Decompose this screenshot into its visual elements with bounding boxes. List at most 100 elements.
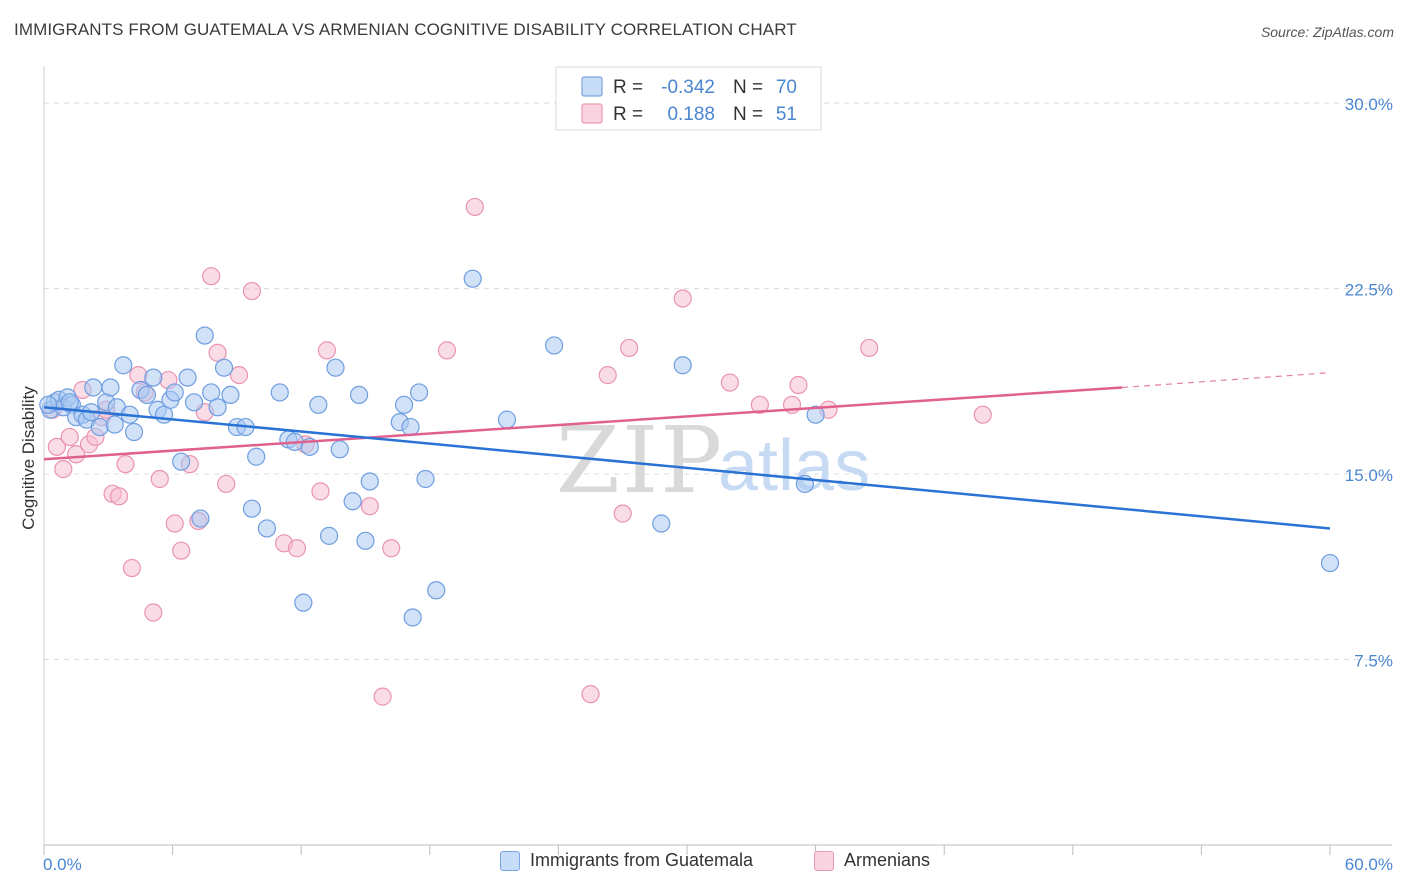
data-point-armenians [122,558,141,578]
data-point-guatemala [214,358,234,377]
data-point-armenians [229,366,249,385]
data-point-guatemala [221,385,240,405]
data-point-guatemala [673,356,692,375]
legend-item-guatemala: Immigrants from Guatemala [500,850,753,871]
data-point-armenians [581,685,600,704]
data-point-guatemala [195,326,214,345]
data-point-guatemala [394,395,414,414]
y-tick-labels: 7.5% 15.0% 22.5% 30.0% [1345,95,1393,670]
data-point-armenians [165,514,184,533]
data-point-guatemala [806,405,825,424]
data-point-guatemala [105,415,124,434]
series-legend: Immigrants from Guatemala Armenians [0,850,1406,878]
data-point-guatemala [349,385,369,405]
data-point-guatemala [124,422,144,442]
data-point-armenians [720,373,739,392]
y-tick-label: 30.0% [1345,95,1393,114]
stats-n-value: 51 [776,104,797,125]
data-point-armenians [613,504,632,523]
data-point-guatemala [165,383,184,402]
data-point-armenians [360,497,379,516]
data-point-armenians [60,427,79,447]
data-point-guatemala [403,608,422,627]
data-point-guatemala [257,519,277,538]
data-point-guatemala [101,378,120,397]
watermark-zip: ZIP [556,407,724,514]
stats-swatch [581,103,603,124]
trend-line-armenians [43,386,1123,461]
data-point-guatemala [401,417,420,437]
y-tick-label: 15.0% [1345,466,1393,485]
data-point-guatemala [178,368,197,387]
data-point-armenians [54,460,73,479]
data-point-guatemala [294,593,313,612]
data-point-armenians [673,289,692,308]
stats-n-label: N = [733,77,763,98]
data-point-armenians [129,366,148,385]
data-point-armenians [789,375,808,395]
data-point-guatemala [247,447,266,466]
data-point-armenians [437,341,457,360]
data-point-guatemala [343,492,362,511]
data-point-guatemala [427,581,446,600]
data-point-armenians [973,405,992,424]
data-point-armenians [860,338,879,358]
stats-n-value: 70 [776,77,797,98]
y-tick-label: 22.5% [1345,281,1393,300]
axes [43,66,1392,855]
data-point-guatemala [184,393,204,412]
legend-item-armenians: Armenians [814,850,930,871]
stats-n-label: N = [733,104,763,125]
data-point-guatemala [208,398,227,417]
data-point-guatemala [409,383,429,402]
data-point-armenians [116,455,135,474]
trend-line-armenians-extension [1122,372,1331,389]
data-point-guatemala [309,395,328,414]
data-point-armenians [202,267,221,286]
data-point-guatemala [137,385,156,405]
data-point-armenians [373,687,392,706]
data-point-guatemala [545,336,564,355]
data-point-guatemala [39,395,58,414]
watermark: ZIP atlas [556,407,870,514]
data-point-guatemala [1320,553,1340,573]
data-point-armenians [150,469,169,489]
trend-line-guatemala [43,406,1331,530]
data-point-armenians [172,541,191,560]
watermark-atlas: atlas [718,426,870,506]
trend-lines [43,372,1331,530]
stats-swatch [581,76,603,97]
stats-legend: R = -0.342 N = 70 R = 0.188 N = 51 [555,66,822,131]
data-point-armenians [47,437,66,456]
data-point-guatemala [463,269,482,288]
stats-r-label: R = [613,104,643,125]
data-point-guatemala [84,378,103,397]
data-point-guatemala [270,383,289,402]
data-point-armenians [750,395,769,414]
legend-swatch-pink [814,850,834,871]
data-point-guatemala [172,452,191,471]
data-point-guatemala [319,526,339,545]
stats-r-value: 0.188 [667,104,715,125]
data-point-armenians [287,539,307,558]
x-tick-labels: 0.0% 60.0% [43,855,1393,874]
data-point-armenians [217,474,236,494]
stats-r-label: R = [613,77,643,98]
data-point-guatemala [326,358,345,377]
legend-label-armenians: Armenians [844,850,931,870]
stats-r-value: -0.342 [661,77,715,98]
source-label: Source: ZipAtlas.com [1260,24,1394,40]
x-tick-label: 60.0% [1345,855,1393,874]
data-point-armenians [144,603,163,622]
data-point-armenians [598,366,617,385]
data-point-guatemala [497,410,517,429]
data-point-guatemala [360,472,379,491]
data-point-guatemala [114,356,133,375]
data-point-guatemala [144,368,163,387]
data-point-guatemala [191,509,210,528]
data-point-armenians [109,487,129,506]
data-point-guatemala [90,417,109,437]
chart-title: IMMIGRANTS FROM GUATEMALA VS ARMENIAN CO… [14,20,797,39]
data-point-armenians [465,197,484,217]
